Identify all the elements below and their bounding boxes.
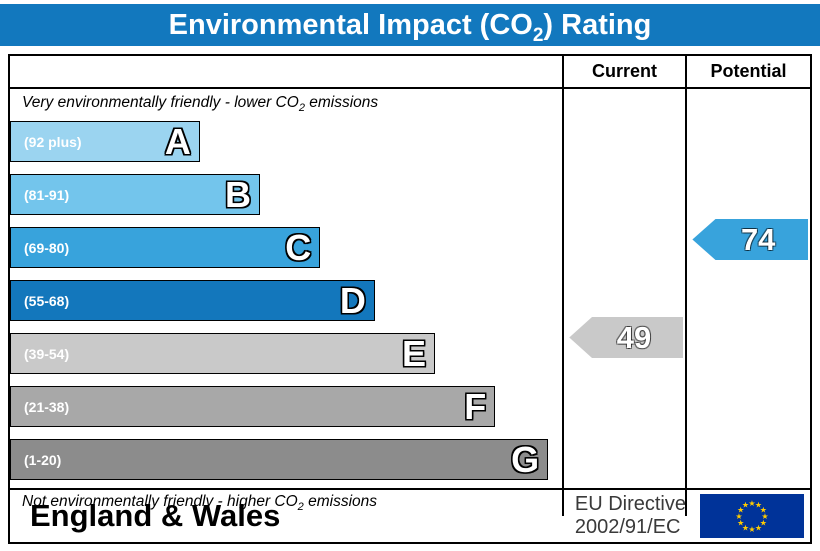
band-bar-d: (55-68) D [10, 280, 375, 321]
band-range-label: (39-54) [24, 345, 70, 362]
band-range-label: (21-38) [24, 398, 70, 415]
band-row-d: (55-68) D [10, 280, 562, 329]
band-bar-g: (1-20) G [10, 438, 549, 480]
svg-text:★: ★ [742, 501, 749, 510]
table-body: Very environmentally friendly - lower CO… [10, 89, 810, 516]
band-letter: C [285, 226, 312, 268]
top-note: Very environmentally friendly - lower CO… [22, 94, 379, 115]
band-row-a: (92 plus) A [10, 121, 562, 170]
title-text: Environmental Impact (CO [168, 9, 533, 41]
current-rating-value: 49 [616, 320, 652, 355]
svg-text:★: ★ [748, 525, 755, 534]
bottom-note: Not environmentally friendly - higher CO… [22, 493, 378, 514]
title-bar: Environmental Impact (CO2) Rating [0, 4, 820, 46]
table-header: Current Potential [10, 56, 810, 89]
svg-text:★: ★ [737, 519, 744, 528]
svg-text:★: ★ [755, 501, 762, 510]
page: Environmental Impact (CO2) Rating Curren… [0, 4, 820, 544]
band-letter: D [339, 279, 366, 321]
band-bar-a: (92 plus) A [10, 121, 200, 162]
svg-text:★: ★ [760, 506, 767, 515]
band-row-e: (39-54) E [10, 333, 562, 382]
band-bar-f: (21-38) F [10, 385, 496, 427]
svg-text:★: ★ [748, 499, 755, 508]
current-column: 49 [562, 89, 685, 516]
current-column-header: Current [562, 56, 685, 87]
current-rating-arrow: 49 [569, 317, 683, 358]
eu-stars: ★ ★ ★ ★ ★ ★ ★ ★ ★ ★ ★ ★ [735, 499, 768, 534]
svg-text:★: ★ [735, 512, 742, 521]
potential-rating-value: 74 [740, 222, 776, 257]
band-letter: E [402, 332, 427, 374]
band-row-b: (81-91) B [10, 174, 562, 223]
band-range-label: (69-80) [24, 239, 70, 256]
band-chart: Very environmentally friendly - lower CO… [10, 89, 562, 516]
band-range-label: (92 plus) [24, 133, 82, 150]
band-letter: B [225, 173, 252, 215]
band-range-label: (81-91) [24, 186, 70, 203]
band-bar-e: (39-54) E [10, 332, 436, 374]
chart-column-header [10, 56, 562, 87]
footer-region: England & Wales [30, 498, 281, 533]
band-letter: F [464, 385, 487, 427]
band-bar-c: (69-80) C [10, 226, 321, 268]
page-title: Environmental Impact (CO2) Rating [168, 9, 652, 46]
band-row-g: (1-20) G [10, 439, 562, 488]
band-row-f: (21-38) F [10, 386, 562, 435]
potential-rating-arrow: 74 [692, 219, 808, 260]
band-range-label: (1-20) [24, 451, 62, 468]
svg-text:★: ★ [737, 506, 744, 515]
band-range-label: (55-68) [24, 292, 70, 309]
footer: England & Wales EU Directive 2002/91/EC … [10, 488, 810, 542]
band-letter: G [511, 438, 540, 480]
potential-column-header: Potential [685, 56, 810, 87]
svg-text:★: ★ [760, 519, 767, 528]
band-letter: A [164, 120, 191, 162]
potential-column: 74 [685, 89, 810, 516]
svg-text:★: ★ [755, 523, 762, 532]
svg-text:★: ★ [761, 512, 768, 521]
title-text-suffix: ) Rating [543, 9, 652, 41]
svg-text:★: ★ [742, 523, 749, 532]
eu-directive-text: EU Directive 2002/91/EC [574, 493, 686, 538]
band-row-c: (69-80) C [10, 227, 562, 276]
title-subscript: 2 [532, 24, 544, 46]
eu-flag-icon: ★ ★ ★ ★ ★ ★ ★ ★ ★ ★ ★ ★ [700, 494, 804, 538]
rating-table: Current Potential Very environmentally f… [8, 54, 812, 544]
band-bar-b: (81-91) B [10, 173, 261, 215]
